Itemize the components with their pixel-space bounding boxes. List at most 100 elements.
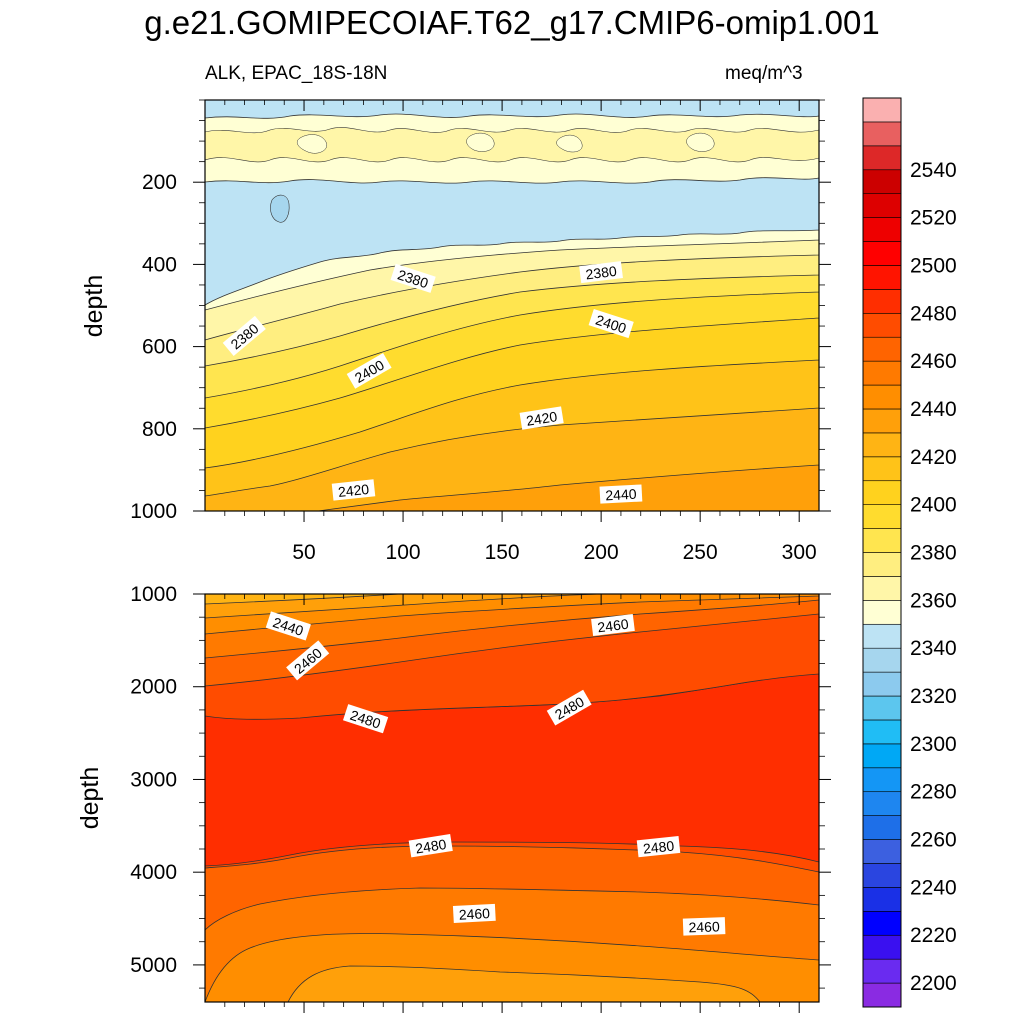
colorbar-tick-label: 2200 <box>910 972 957 995</box>
contour-label: 2460 <box>591 614 635 637</box>
lower-plot-frame <box>204 593 820 1003</box>
colorbar-swatch <box>862 289 902 314</box>
colorbar-frame <box>862 97 902 1008</box>
colorbar-tick-label: 2280 <box>910 781 957 804</box>
colorbar-swatch <box>862 623 902 649</box>
upper-x-tick-labels: 50 100 150 200 250 300 <box>292 541 816 564</box>
colorbar-swatch <box>862 169 902 194</box>
colorbar-swatch <box>862 934 902 960</box>
colorbar-swatch <box>862 217 902 242</box>
contour-label-text: 2480 <box>414 836 447 857</box>
colorbar-tick-label: 2400 <box>910 494 957 517</box>
colorbar-swatch <box>862 480 902 505</box>
colorbar-swatch <box>862 265 902 290</box>
colorbar-tick-label: 2260 <box>910 829 957 852</box>
colorbar-swatch <box>862 600 902 625</box>
x-tick-label: 300 <box>782 541 817 564</box>
colorbar-swatch <box>862 360 902 386</box>
x-tick-label: 250 <box>683 541 718 564</box>
contour-label: 2480 <box>408 834 453 858</box>
units-subtitle: meq/m^3 <box>725 63 803 84</box>
contour-label-text: 2420 <box>337 481 370 500</box>
colorbar-swatch <box>862 145 902 171</box>
lower-contour-fill <box>205 594 819 1002</box>
contour-label-text: 2460 <box>597 616 630 636</box>
contour-label-box <box>591 614 635 637</box>
y-tick-label: 3000 <box>130 768 177 791</box>
lower-y-tick-labels: 1000 2000 3000 4000 5000 <box>130 583 177 977</box>
y-tick-label: 800 <box>142 418 177 441</box>
contour-label-text: 2460 <box>458 905 490 923</box>
colorbar-swatch <box>862 312 902 338</box>
colorbar-tick-label: 2520 <box>910 207 957 230</box>
y-tick-label: 1000 <box>130 583 177 606</box>
contour-label-text: 2480 <box>642 838 675 857</box>
colorbar-tick-label: 2320 <box>910 685 957 708</box>
x-tick-label: 200 <box>584 541 619 564</box>
y-tick-label: 2000 <box>130 676 177 699</box>
colorbar-swatch <box>862 528 902 553</box>
contour-label-text: 2420 <box>525 408 558 429</box>
colorbar-swatch <box>862 671 902 697</box>
y-tick-label: 5000 <box>130 954 177 977</box>
colorbar-swatch <box>862 839 902 864</box>
contour-label-box <box>342 704 389 734</box>
colorbar-swatch <box>862 791 902 816</box>
colorbar-tick-label: 2440 <box>910 398 957 421</box>
colorbar-swatch <box>862 695 902 721</box>
colorbar-swatch <box>862 97 902 123</box>
contour-label-box <box>408 834 453 858</box>
colorbar-tick-label: 2340 <box>910 637 957 660</box>
contour-label-box <box>636 835 681 858</box>
colorbar-swatch <box>862 982 902 1008</box>
lower-y-axis-label: depth <box>76 767 104 830</box>
x-tick-label: 50 <box>292 541 315 564</box>
colorbar-swatch <box>862 767 902 793</box>
contour-label: 2440 <box>599 484 643 504</box>
contour-label-box <box>390 263 436 293</box>
colorbar-swatch <box>862 432 902 458</box>
y-tick-label: 400 <box>142 253 177 276</box>
colorbar-swatch <box>862 456 902 482</box>
colorbar-tick-label: 2240 <box>910 876 957 899</box>
upper-panel: 50 100 150 200 250 300 200 400 600 800 1000 2380 2… <box>80 99 831 564</box>
colorbar-swatch <box>862 193 902 218</box>
colorbar-swatch <box>862 384 902 410</box>
colorbar-swatch <box>862 911 902 936</box>
colorbar-swatch <box>862 121 902 147</box>
contour-label-box <box>346 352 392 389</box>
colorbar-swatch <box>862 719 902 745</box>
colorbar-swatch <box>862 743 902 769</box>
colorbar-swatch <box>862 887 902 912</box>
colorbar: 2200 2220 2240 2260 2280 2300 2320 2340 2360 2380… <box>862 97 957 1008</box>
y-tick-label: 4000 <box>130 861 177 884</box>
colorbar-swatch <box>862 408 902 434</box>
contour-label: 2420 <box>519 406 564 430</box>
contour-label-box <box>265 611 311 641</box>
colorbar-swatch <box>862 958 902 984</box>
colorbar-swatch <box>862 241 902 266</box>
contour-label-box <box>599 484 643 504</box>
colorbar-swatch <box>862 552 902 577</box>
colorbar-swatch <box>862 576 902 601</box>
lower-axis-ticks <box>193 593 831 1013</box>
upper-contour-fill <box>205 100 819 511</box>
colorbar-tick-label: 2480 <box>910 302 957 325</box>
contour-label: 2380 <box>579 261 623 284</box>
colorbar-tick-label: 2540 <box>910 159 957 182</box>
x-tick-label: 150 <box>485 541 520 564</box>
colorbar-tick-label: 2460 <box>910 350 957 373</box>
colorbar-tick-label: 2500 <box>910 254 957 277</box>
contour-label: 2460 <box>682 917 726 936</box>
contour-label-box <box>331 479 376 501</box>
colorbar-tick-label: 2220 <box>910 924 957 947</box>
colorbar-swatch <box>862 815 902 840</box>
contour-label-box <box>519 406 564 430</box>
contour-label: 2480 <box>636 835 681 858</box>
chart-title: g.e21.GOMIPECOIAF.T62_g17.CMIP6-omip1.00… <box>144 4 880 41</box>
upper-y-tick-labels: 200 400 600 800 1000 <box>130 171 177 523</box>
contour-label-box <box>452 903 496 923</box>
